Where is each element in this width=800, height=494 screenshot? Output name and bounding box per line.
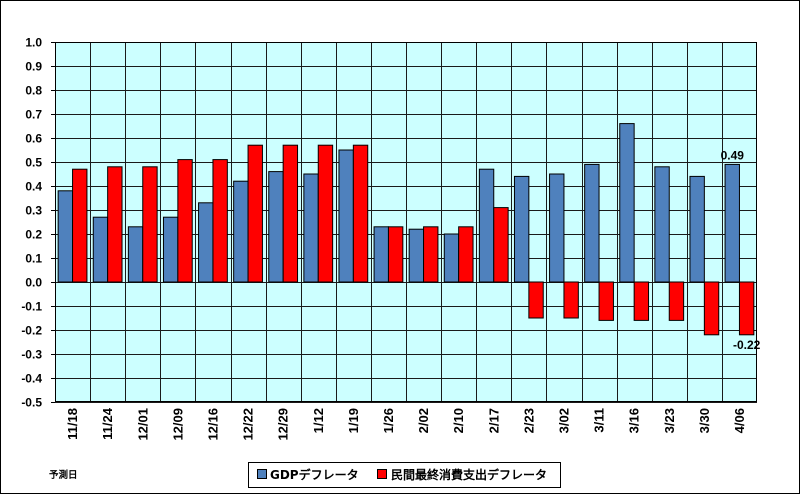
private-consumption-deflator-bar-2-02: [423, 226, 439, 283]
data-labels: 0.49 -0.22: [721, 148, 761, 351]
private-consumption-deflator-bar-11-24: [107, 166, 123, 283]
x-tick-label: 12/09: [170, 408, 185, 441]
y-tick-label: 0.8: [25, 84, 42, 98]
x-tick-label: 3/11: [592, 408, 607, 433]
vertical-gridlines: [90, 42, 723, 402]
x-tick-label: 1/19: [346, 408, 361, 433]
gdp-deflator-bar-2-23: [513, 175, 530, 283]
y-tick-label: -0.1: [21, 300, 42, 314]
x-tick-label: 1/12: [311, 408, 326, 433]
legend-label-private-consumption-deflator: 民間最終消費支出デフレータ: [391, 467, 547, 482]
y-tick-label: 0.4: [25, 180, 42, 194]
y-tick-label: -0.2: [21, 324, 42, 338]
gdp-deflator-bar-12-01: [127, 226, 144, 283]
gdp-deflator-bar-3-16: [619, 123, 635, 283]
x-axis-title: 予測日: [49, 469, 78, 481]
gdp-deflator-bar-12-29: [268, 171, 284, 283]
private-consumption-deflator-bar-2-23: [528, 281, 544, 319]
y-tick-label: -0.5: [21, 396, 42, 410]
x-tick-label: 12/22: [241, 408, 256, 441]
private-consumption-deflator-bar-2-17: [493, 207, 509, 283]
gdp-deflator-bar-1-12: [303, 173, 319, 283]
y-tick-label: 0.5: [25, 156, 42, 170]
private-consumption-deflator-bar-1-19: [352, 144, 369, 283]
x-tick-label: 2/17: [486, 408, 501, 433]
x-tick-label: 1/26: [381, 408, 396, 433]
legend-swatch-private-consumption-deflator: [377, 469, 387, 479]
private-consumption-deflator-bar-12-16: [212, 159, 228, 283]
y-tick-label: -0.4: [21, 372, 42, 386]
private-consumption-deflator-bar-1-26: [387, 226, 404, 283]
y-tick-label: 0.6: [25, 132, 42, 146]
private-consumption-deflator-bar-12-01: [142, 166, 158, 283]
bar-series: [57, 123, 755, 336]
x-tick-label: 2/02: [416, 408, 431, 433]
x-tick-label: 11/18: [65, 408, 80, 440]
x-tick-label: 2/10: [451, 408, 466, 433]
x-tick-label: 4/06: [732, 408, 747, 433]
y-tick-label: 0.0: [25, 276, 42, 290]
private-consumption-deflator-bar-3-23: [668, 281, 685, 321]
gdp-deflator-bar-1-19: [338, 149, 354, 283]
y-tick-label: 0.9: [25, 60, 42, 74]
private-consumption-deflator-bar-3-11: [598, 281, 614, 321]
private-consumption-deflator-bar-4-06: [738, 281, 755, 336]
y-axis: 1.0 0.9 0.8 0.7 0.6 0.5 0.4 0.3 0.2 0.1 0.0 -0.1 -0.…: [21, 36, 55, 410]
x-tick-label: 2/23: [521, 408, 536, 433]
x-tick-label: 11/24: [100, 407, 115, 440]
gdp-deflator-bar-1-26: [373, 226, 389, 283]
y-tick-label: 0.7: [25, 108, 42, 122]
data-label: 0.49: [721, 148, 745, 162]
gdp-deflator-bar-3-23: [654, 166, 670, 283]
private-consumption-deflator-bar-3-30: [703, 281, 720, 336]
legend-swatch-gdp-deflator: [257, 469, 267, 479]
data-label: -0.22: [733, 338, 761, 352]
private-consumption-deflator-bar-11-18: [72, 168, 88, 283]
x-tick-label: 3/23: [662, 408, 677, 433]
gdp-deflator-bar-2-02: [408, 228, 425, 283]
x-tick-label: 12/16: [205, 408, 220, 441]
private-consumption-deflator-bar-12-09: [177, 159, 193, 283]
private-consumption-deflator-bar-1-12: [317, 144, 334, 283]
y-tick-label: 0.3: [25, 204, 42, 218]
legend-box: [248, 462, 561, 488]
gdp-deflator-bar-11-24: [92, 216, 109, 283]
private-consumption-deflator-bar-3-02: [563, 281, 579, 319]
private-consumption-deflator-bar-3-16: [633, 281, 650, 321]
gdp-deflator-bar-12-22: [233, 180, 249, 283]
private-consumption-deflator-bar-12-22: [247, 144, 263, 283]
gdp-deflator-bar-2-10: [443, 233, 460, 283]
gdp-deflator-bar-4-06: [724, 163, 740, 283]
x-tick-label: 12/29: [276, 408, 291, 441]
gdp-deflator-bar-3-11: [584, 163, 600, 283]
gdp-deflator-bar-3-30: [689, 175, 705, 283]
x-tick-label: 3/16: [627, 408, 642, 433]
private-consumption-deflator-bar-12-29: [282, 144, 299, 283]
x-tick-label: 3/02: [556, 408, 571, 433]
y-tick-label: 0.2: [25, 228, 42, 242]
gdp-deflator-bar-11-18: [57, 190, 74, 283]
y-tick-label: 0.1: [25, 252, 42, 266]
gdp-deflator-bar-12-16: [198, 202, 214, 283]
y-tick-label: 1.0: [25, 36, 42, 50]
legend-label-gdp-deflator: GDPデフレータ: [270, 467, 359, 482]
x-tick-label: 12/01: [135, 408, 150, 441]
plot-area-border: [55, 42, 757, 402]
gdp-deflator-bar-2-17: [478, 168, 495, 283]
x-tick-label: 3/30: [697, 408, 712, 433]
legend: GDPデフレータ 民間最終消費支出デフレータ: [248, 462, 561, 488]
gdp-deflator-bar-12-09: [162, 216, 179, 283]
private-consumption-deflator-bar-2-10: [458, 226, 474, 283]
x-axis: 11/18 11/24 12/01 12/09 12/16 12/22 12/29 1/12 1…: [65, 407, 747, 440]
gdp-deflator-bar-3-02: [549, 173, 565, 283]
y-tick-label: -0.3: [21, 348, 42, 362]
